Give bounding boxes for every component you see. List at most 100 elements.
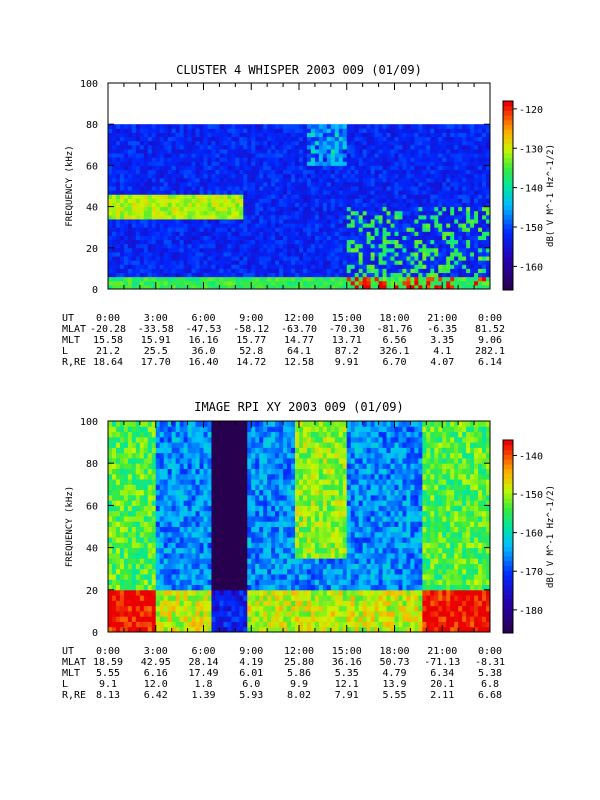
spectrogram-cell	[119, 272, 125, 278]
spectrogram-cell	[219, 161, 224, 166]
spectrogram-cell	[306, 136, 312, 142]
spectrogram-cell	[302, 214, 308, 220]
spectrogram-cell	[342, 169, 348, 175]
spectrogram-cell	[386, 276, 392, 282]
spectrogram-cell	[131, 186, 137, 191]
spectrogram-cell	[322, 165, 328, 171]
spectrogram-cell	[139, 161, 145, 166]
spectrogram-cell	[183, 173, 189, 179]
spectrogram-cell	[155, 247, 161, 253]
spectrogram-cell	[466, 194, 471, 199]
spectrogram-cell	[171, 473, 177, 480]
spectrogram-cell	[167, 436, 173, 443]
spectrogram-cell	[271, 177, 276, 183]
spectrogram-cell	[279, 198, 284, 203]
spectrogram-cell	[151, 526, 157, 533]
spectrogram-cell	[314, 227, 320, 232]
spectrogram-cell	[143, 124, 149, 129]
spectrogram-cell	[350, 190, 356, 195]
spectrogram-cell	[119, 231, 125, 236]
spectrogram-cell	[127, 568, 133, 575]
spectrogram-cell	[470, 280, 475, 286]
spectrogram-cell	[442, 280, 447, 286]
spectrogram-cell	[382, 153, 388, 158]
spectrogram-cell	[239, 169, 244, 175]
spectrogram-cell	[135, 616, 141, 622]
spectrogram-cell	[119, 247, 125, 253]
spectrogram-cell	[370, 144, 376, 150]
spectrogram-cell	[183, 140, 189, 146]
spectrogram-cell	[108, 431, 113, 438]
spectrogram-cell	[474, 169, 479, 175]
spectrogram-cell	[115, 610, 121, 617]
spectrogram-cell	[478, 177, 483, 183]
spectrogram-cell	[135, 227, 141, 232]
spectrogram-cell	[111, 621, 117, 628]
spectrogram-cell	[322, 223, 328, 228]
spectrogram-cell	[334, 227, 340, 232]
spectrogram-cell	[139, 610, 145, 617]
spectrogram-cell	[147, 136, 153, 142]
spectrogram-cell	[183, 421, 189, 427]
spectrogram-cell	[115, 558, 121, 564]
spectrogram-cell	[430, 161, 435, 166]
spectrogram-cell	[147, 484, 153, 491]
spectrogram-cell	[199, 194, 204, 199]
spectrogram-cell	[191, 264, 197, 269]
spectrogram-cell	[466, 161, 471, 166]
spectrogram-cell	[155, 563, 161, 570]
spectrogram-cell	[366, 256, 372, 261]
spectrogram-cell	[175, 251, 181, 257]
spectrogram-cell	[167, 181, 173, 187]
spectrogram-cell	[486, 124, 491, 129]
spectrogram-cell	[183, 457, 189, 464]
spectrogram-cell	[215, 268, 220, 274]
spectrogram-cell	[267, 128, 272, 133]
spectrogram-cell	[135, 447, 141, 454]
spectrogram-cell	[171, 489, 177, 496]
spectrogram-cell	[167, 579, 173, 586]
spectrogram-cell	[223, 194, 228, 199]
spectrogram-cell	[374, 140, 380, 146]
spectrogram-cell	[183, 542, 189, 549]
spectrogram-cell	[175, 256, 181, 261]
spectrogram-cell	[470, 256, 475, 261]
spectrogram-cell	[199, 494, 204, 501]
spectrogram-cell	[482, 272, 487, 278]
spectrogram-cell	[207, 173, 212, 179]
spectrogram-cell	[334, 214, 340, 220]
spectrogram-cell	[402, 157, 407, 162]
spectrogram-cell	[175, 202, 181, 208]
spectrogram-cell	[330, 264, 336, 269]
spectrogram-cell	[151, 621, 157, 628]
spectrogram-cell	[151, 251, 157, 257]
spectrogram-cell	[251, 153, 256, 158]
spectrogram-cell	[151, 447, 157, 454]
spectrogram-cell	[223, 128, 228, 133]
spectrogram-cells	[108, 421, 491, 633]
spectrogram-cell	[195, 177, 201, 183]
spectrogram-cell	[291, 218, 296, 224]
spectrogram-cell	[275, 227, 280, 232]
spectrogram-cell	[131, 573, 137, 580]
spectrogram-cell	[271, 173, 276, 179]
spectrogram-cell	[199, 563, 204, 570]
spectrogram-cell	[207, 202, 212, 208]
spectrogram-cell	[115, 568, 121, 575]
spectrogram-cell	[139, 558, 145, 564]
spectrogram-cell	[191, 272, 197, 278]
spectrogram-cell	[414, 284, 419, 290]
spectrogram-cell	[458, 161, 463, 166]
spectrogram-cell	[215, 264, 220, 269]
spectrogram-cell	[191, 186, 197, 191]
spectrogram-cell	[135, 186, 141, 191]
spectrogram-cell	[115, 584, 121, 591]
spectrogram-cell	[171, 210, 177, 216]
spectrogram-cell	[310, 194, 316, 199]
spectrogram-cell	[422, 181, 427, 187]
spectrogram-cell	[446, 181, 451, 187]
spectrogram-cell	[159, 157, 165, 162]
spectrogram-cell	[243, 264, 248, 269]
spectrogram-cell	[291, 202, 296, 208]
spectrogram-cell	[171, 128, 177, 133]
